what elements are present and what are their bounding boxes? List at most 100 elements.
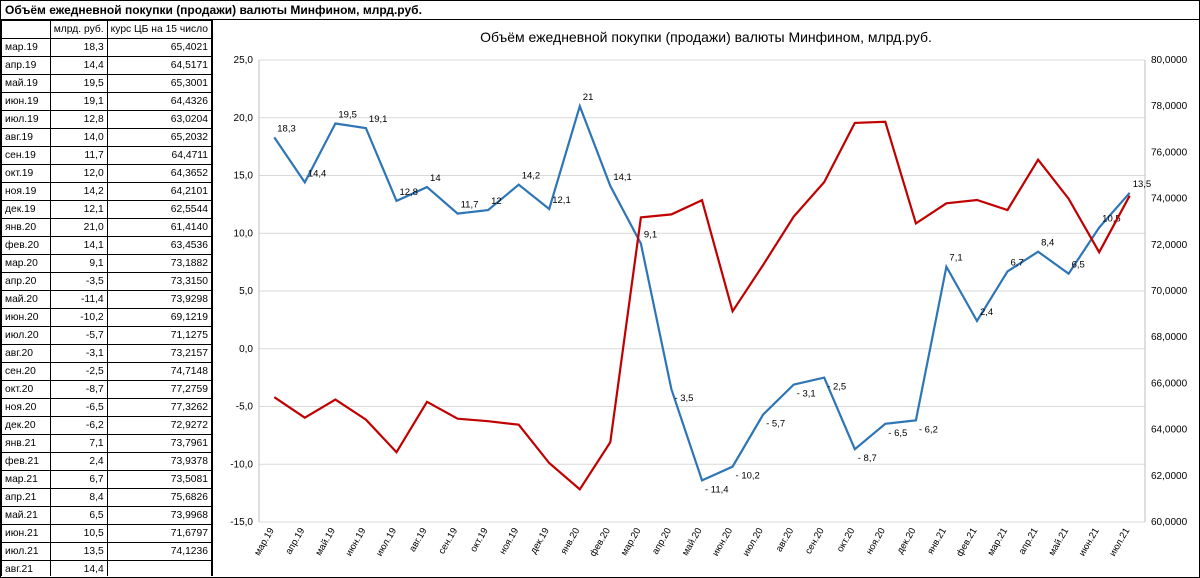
data-label: - 5,7 <box>766 419 785 430</box>
table-row: янв.217,173,7961 <box>2 435 212 453</box>
x-tick-label: июн.19 <box>344 526 369 558</box>
x-tick-label: май.20 <box>680 526 705 558</box>
table-row: фев.212,473,9378 <box>2 453 212 471</box>
x-tick-label: авг.20 <box>774 526 796 554</box>
chart-title: Объём ежедневной покупки (продажи) валют… <box>480 29 932 45</box>
data-label: 18,3 <box>277 123 296 134</box>
x-tick-label: фев.21 <box>954 526 979 559</box>
data-label: 2,4 <box>980 307 993 318</box>
x-tick-label: янв.20 <box>559 526 583 556</box>
y-right-tick: 74,0000 <box>1151 194 1188 205</box>
col-header-1: млрд. руб. <box>50 21 107 39</box>
table-row: мар.216,773,5081 <box>2 471 212 489</box>
data-label: 7,1 <box>949 253 962 264</box>
table-row: мар.209,173,1882 <box>2 255 212 273</box>
data-label: 19,1 <box>369 114 388 125</box>
x-tick-label: июн.20 <box>710 526 735 558</box>
table-row: ноя.20-6,577,3262 <box>2 399 212 417</box>
table-row: сен.1911,764,4711 <box>2 147 212 165</box>
x-tick-label: июл.20 <box>741 526 766 558</box>
table-row: фев.2014,163,4536 <box>2 237 212 255</box>
y-left-tick: 25,0 <box>234 55 254 66</box>
y-left-tick: 20,0 <box>234 113 254 124</box>
table-row: мар.1918,365,4021 <box>2 39 212 57</box>
y-right-tick: 62,0000 <box>1151 471 1188 482</box>
data-label: - 2,5 <box>827 382 846 393</box>
table-row: авг.20-3,173,2157 <box>2 345 212 363</box>
y-right-tick: 60,0000 <box>1151 517 1188 528</box>
data-label: 12,1 <box>552 195 571 206</box>
table-row: янв.2021,061,4140 <box>2 219 212 237</box>
table-row: окт.1912,064,3652 <box>2 165 212 183</box>
y-right-tick: 76,0000 <box>1151 147 1188 158</box>
table-row: авг.1914,065,2032 <box>2 129 212 147</box>
data-table: млрд. руб. курс ЦБ на 15 число мар.1918,… <box>1 20 213 576</box>
y-right-tick: 66,0000 <box>1151 378 1188 389</box>
table-row: июл.20-5,771,1275 <box>2 327 212 345</box>
x-tick-label: июл.19 <box>374 526 399 558</box>
y-right-tick: 64,0000 <box>1151 425 1188 436</box>
data-label: - 6,2 <box>919 424 938 435</box>
y-right-tick: 78,0000 <box>1151 101 1188 112</box>
x-tick-label: май.21 <box>1047 526 1072 558</box>
x-tick-label: апр.20 <box>650 526 674 557</box>
data-label: 9,1 <box>644 230 657 241</box>
data-label: 19,5 <box>338 110 357 121</box>
table-row: дек.1912,162,5544 <box>2 201 212 219</box>
x-tick-label: апр.21 <box>1017 526 1041 557</box>
x-tick-label: дек.20 <box>895 526 919 556</box>
data-label: 8,4 <box>1041 238 1054 249</box>
series-volume <box>274 106 1129 480</box>
data-label: 14,2 <box>522 171 541 182</box>
data-label: 11,7 <box>461 200 479 211</box>
page-title: Объём ежедневной покупки (продажи) валют… <box>1 1 1199 20</box>
table-row: окт.20-8,777,2759 <box>2 381 212 399</box>
table-row: апр.20-3,573,3150 <box>2 273 212 291</box>
chart: Объём ежедневной покупки (продажи) валют… <box>213 20 1199 576</box>
data-label: 12,8 <box>399 187 418 198</box>
table-row: июл.2113,574,1236 <box>2 543 212 561</box>
data-label: 6,7 <box>1011 257 1024 268</box>
y-left-tick: -5,0 <box>236 402 254 413</box>
y-right-tick: 70,0000 <box>1151 286 1188 297</box>
table-row: июн.2110,571,6797 <box>2 525 212 543</box>
x-tick-label: июн.21 <box>1077 526 1102 558</box>
table-row: май.20-11,473,9298 <box>2 291 212 309</box>
y-right-tick: 72,0000 <box>1151 240 1188 251</box>
x-tick-label: окт.20 <box>835 526 858 554</box>
table-row: июл.1912,863,0204 <box>2 111 212 129</box>
x-tick-label: мар.21 <box>985 526 1010 558</box>
data-label: - 10,2 <box>736 471 760 482</box>
table-row: май.1919,565,3001 <box>2 75 212 93</box>
y-left-tick: -10,0 <box>230 459 253 470</box>
x-tick-label: фев.20 <box>588 526 613 559</box>
y-right-tick: 80,0000 <box>1151 55 1188 66</box>
data-label: 6,5 <box>1072 260 1085 271</box>
x-tick-label: мар.19 <box>252 526 277 558</box>
y-right-tick: 68,0000 <box>1151 332 1188 343</box>
x-tick-label: ноя.19 <box>497 526 521 557</box>
data-label: 14,1 <box>613 172 632 183</box>
x-tick-label: июл.21 <box>1107 526 1132 558</box>
data-label: 13,5 <box>1133 179 1152 190</box>
x-tick-label: сен.19 <box>436 526 460 556</box>
table-row: апр.218,475,6826 <box>2 489 212 507</box>
y-left-tick: 15,0 <box>234 171 254 182</box>
table-row: авг.2114,4 <box>2 561 212 577</box>
data-label: - 3,5 <box>674 393 693 404</box>
data-label: 12 <box>491 196 502 207</box>
table-row: июн.1919,164,4326 <box>2 93 212 111</box>
table-row: дек.20-6,272,9272 <box>2 417 212 435</box>
table-row: июн.20-10,269,1219 <box>2 309 212 327</box>
data-label: - 11,4 <box>705 484 729 495</box>
data-label: 14,4 <box>308 168 327 179</box>
table-row: ноя.1914,264,2101 <box>2 183 212 201</box>
y-left-tick: 10,0 <box>234 228 254 239</box>
x-tick-label: авг.19 <box>407 526 429 554</box>
col-header-2: курс ЦБ на 15 число <box>107 21 211 39</box>
y-left-tick: 0,0 <box>239 344 253 355</box>
y-left-tick: 5,0 <box>239 286 253 297</box>
x-tick-label: апр.19 <box>283 526 307 557</box>
series-rate <box>274 122 1129 490</box>
y-left-tick: -15,0 <box>230 517 253 528</box>
